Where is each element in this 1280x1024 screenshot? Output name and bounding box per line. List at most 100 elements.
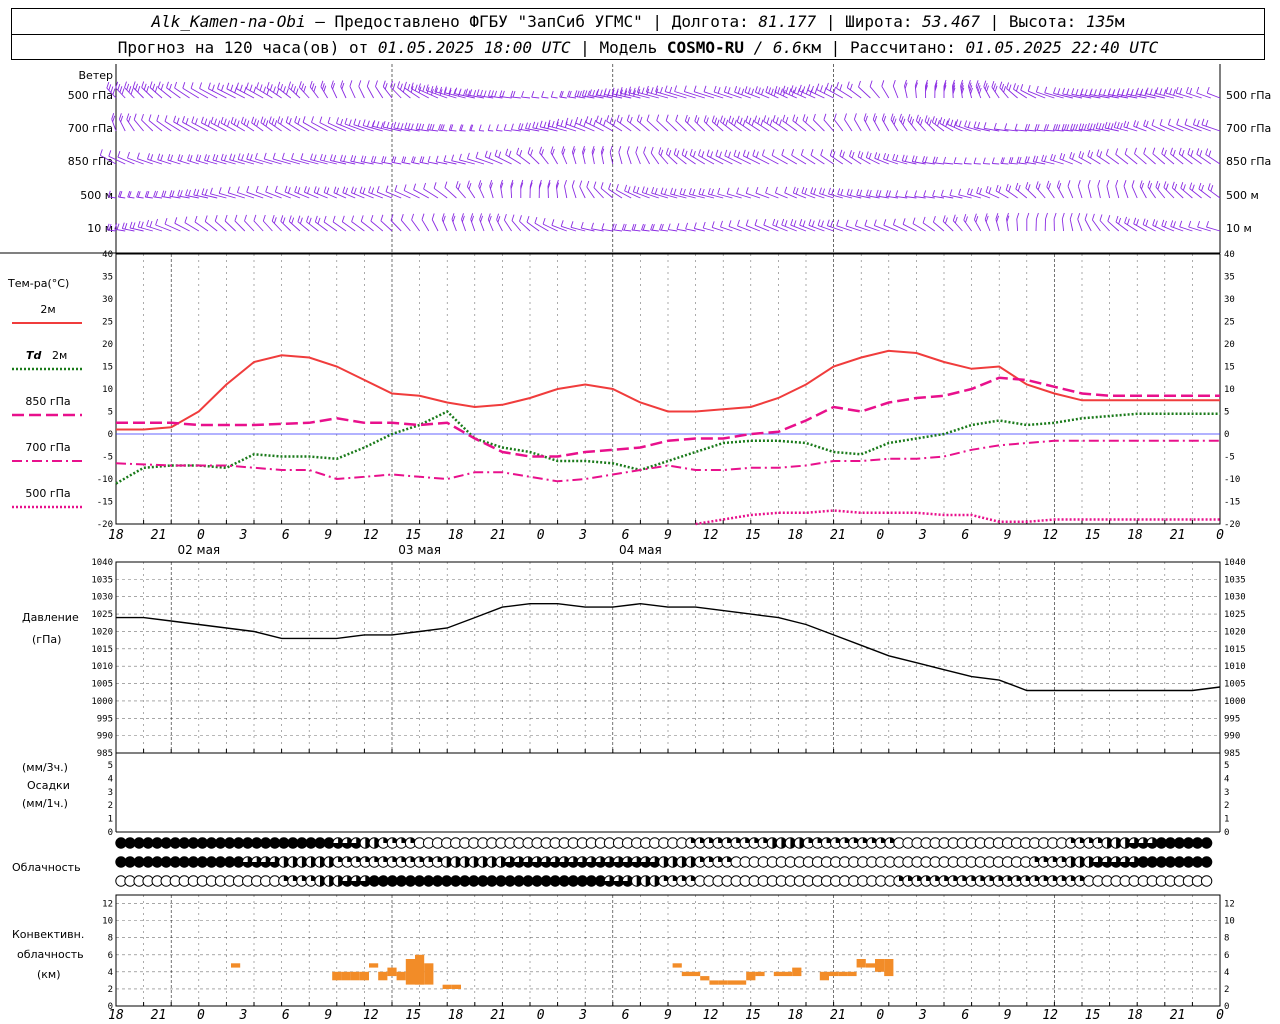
wind-barb-feather [1133,217,1137,224]
wind-barb-feather [146,191,150,198]
wind-barb-feather [711,115,715,122]
wind-barb [713,91,733,99]
wind-barb-feather [895,154,899,162]
wind-barb-feather [1151,119,1155,126]
wind-barb-feather [495,124,499,131]
wind-barb-feather [1061,123,1065,131]
wind-barb [1020,89,1037,99]
conv-title-2: облачность [17,948,84,961]
cloud-symbol-fill [649,856,660,868]
wind-barb-feather [173,115,177,122]
wind-barb-feather [1018,156,1022,164]
wind-barb-feather [953,157,957,164]
wind-barb-feather [234,214,238,222]
wind-barb [1025,129,1037,132]
wind-barb-feather [694,115,698,122]
cloud-symbol-fill [133,856,145,868]
wind-barb-feather [761,149,765,156]
wind-barb-feather [430,85,434,93]
wind-barb [991,86,1000,99]
wind-barb-feather [1026,156,1030,163]
wind-barb [565,123,586,132]
wind-barb [874,157,889,165]
wind-barb-feather [829,84,833,92]
wind-barb [377,191,393,199]
wind-barb-feather [1187,147,1191,155]
wind-barb-feather [669,86,673,94]
wind-barb-feather [320,80,324,87]
wind-barb [612,93,632,99]
wind-barb-feather [633,90,636,97]
wind-barb-feather [244,214,247,222]
wind-barb [775,192,788,199]
wind-barb-feather [313,186,317,193]
x-hour-label: 3 [918,528,927,543]
conv-bar [727,980,737,985]
wind-barb-feather [586,180,590,188]
wind-barb-feather [810,187,814,194]
wind-barb-feather [698,188,702,195]
conv-bar [884,959,894,977]
wind-barb-feather [426,87,430,94]
wind-barb-feather [952,87,956,95]
wind-barb [304,191,319,199]
wind-barb [1161,153,1175,165]
wind-barb-feather [127,190,131,198]
wind-barb-feather [1136,87,1139,95]
wind-barb [650,152,660,165]
wind-barb [964,126,981,132]
wind-barb-feather [1142,218,1146,225]
wind-barb [1124,222,1138,232]
wind-barb [781,154,798,165]
wind-barb-feather [958,120,962,127]
wind-barb-feather [281,152,285,160]
wind-barb [234,220,246,232]
wind-barb [923,195,935,199]
wind-barb-feather [204,118,208,125]
wind-barb-feather [560,220,564,227]
wind-barb-feather [875,189,879,197]
wind-barb-feather [645,187,649,194]
x-hour-label: 9 [1004,1008,1012,1023]
wind-barb-feather [397,81,401,88]
wind-barb-feather [726,187,730,194]
wind-barb-feather [443,86,447,93]
cloud-symbol-fill [1147,837,1158,849]
conv-bar [341,971,351,981]
wind-barb [1115,185,1120,199]
wind-barb-feather [966,187,970,195]
wind-barb [932,195,945,199]
wind-barb [646,91,669,99]
wind-barb-feather [117,83,121,91]
wind-barb-feather [164,217,168,225]
wind-barb-feather [1084,89,1088,96]
wind-barb-feather [720,220,723,228]
wind-barb-feather [985,215,989,223]
wind-barb-feather [755,151,759,158]
wind-barb-feather [973,157,977,164]
wind-level-right: 10 м [1226,222,1252,235]
wind-barb-feather [609,117,613,124]
wind-barb [641,229,650,232]
wind-barb [1152,153,1166,165]
wind-barb-feather [214,118,217,125]
cloud-symbol-fill [1183,837,1194,849]
calc-time: 01.05.2025 22:40 UTC [965,38,1159,57]
wind-barb-feather [179,190,183,197]
wind-barb-feather [698,149,701,156]
wind-barb-feather [791,89,795,97]
wind-barb [476,94,494,99]
wind-barb-feather [1149,183,1153,190]
wind-barb [826,88,844,99]
wind-barb [454,93,475,99]
wind-barb-feather [1165,87,1169,94]
wind-barb [487,219,494,232]
temp-ytick-left: 35 [102,273,113,283]
wind-barb-feather [977,85,981,92]
wind-barb-feather [650,87,654,94]
wind-barb-feather [232,154,236,161]
wind-barb [801,154,816,165]
wind-barb-feather [632,87,636,95]
wind-barb-feather [483,90,487,97]
wind-barb [586,186,595,199]
